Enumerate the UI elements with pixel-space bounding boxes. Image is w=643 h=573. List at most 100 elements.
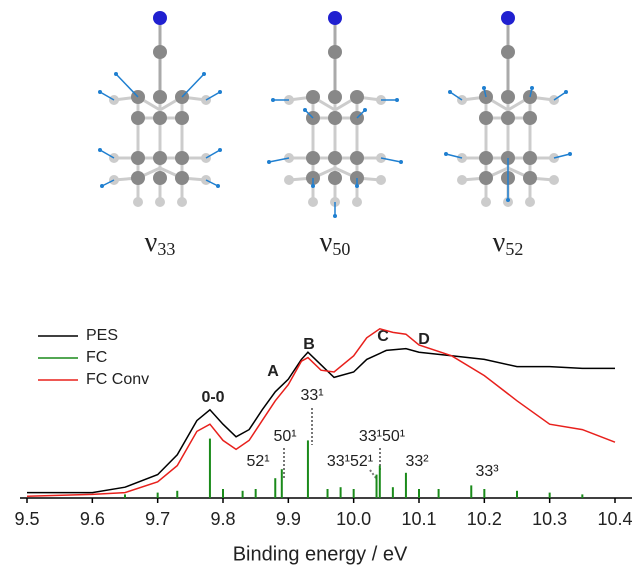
atom-c [350,90,364,104]
series-line [27,329,615,496]
arrow-head [114,72,118,76]
atom-h [376,175,386,185]
atom-c [175,171,189,185]
legend-label: FC Conv [86,371,149,388]
atom-c [175,151,189,165]
displacement-arrow [116,74,138,97]
mode-label: ν33 [145,227,176,259]
page: ν33 ν50 ν52 0-0 A B C D 33¹ 50¹ 52¹ 33¹5… [0,0,643,573]
atom-n [153,11,167,25]
arrow-head [202,72,206,76]
mode-subscript: 33 [157,239,175,259]
arrow-head [530,86,534,90]
arrow-head [311,184,315,188]
x-tick-label: 10.4 [597,509,632,529]
annotation: B [303,336,315,353]
arrow-head [363,108,367,112]
arrow-head [395,98,399,102]
atom-c [328,171,342,185]
arrow-head [98,90,102,94]
atom-c [501,90,515,104]
atom-h [549,175,559,185]
mode-label: ν52 [493,227,524,259]
annotation: 33¹52¹ [327,453,373,470]
mode-symbol: ν [320,227,333,258]
arrow-head [271,98,275,102]
atom-c [479,151,493,165]
molecule [98,11,222,207]
arrow-head [506,198,510,202]
x-tick-label: 10.3 [532,509,567,529]
atom-c [523,151,537,165]
atom-h [133,197,143,207]
atom-c [523,111,537,125]
atom-c [479,111,493,125]
atom-h [308,197,318,207]
annotation: 33¹50¹ [359,428,405,445]
arrow-head [267,160,271,164]
arrow-head [218,90,222,94]
x-tick-label: 10.0 [336,509,371,529]
atom-c [501,111,515,125]
mode-symbol: ν [493,227,506,258]
annotation: 33² [405,453,429,470]
arrow-head [98,148,102,152]
annotation: 0-0 [201,389,224,406]
mode-label: ν50 [320,227,351,259]
atom-n [501,11,515,25]
annotation: A [267,363,279,380]
atom-c [479,171,493,185]
leader [370,470,376,478]
atom-c [328,151,342,165]
x-axis-label: Binding energy / eV [233,543,408,565]
mode-subscript: 50 [332,239,350,259]
legend-label: PES [86,327,118,344]
mode-subscript: 52 [505,239,523,259]
annotation: 52¹ [246,453,269,470]
x-tick-label: 10.1 [401,509,436,529]
x-tick-label: 9.9 [276,509,301,529]
molecule-diagrams [98,11,572,218]
atom-c [306,90,320,104]
molecule [267,11,403,218]
mode-symbol: ν [145,227,158,258]
x-tick-label: 10.2 [467,509,502,529]
atom-c [306,151,320,165]
atom-c [131,171,145,185]
arrow-head [482,86,486,90]
atom-c [501,45,515,59]
atom-h [457,175,467,185]
atom-h [352,197,362,207]
arrow-head [564,90,568,94]
atom-c [131,111,145,125]
atom-c [153,171,167,185]
arrow-head [303,108,307,112]
atom-c [350,151,364,165]
x-tick-label: 9.7 [145,509,170,529]
atom-c [328,111,342,125]
atom-h [481,197,491,207]
atom-c [175,111,189,125]
arrow-head [100,184,104,188]
displacement-arrow [182,74,204,97]
legend-label: FC [86,349,107,366]
atom-h [155,197,165,207]
atom-c [153,90,167,104]
arrow-head [218,148,222,152]
x-tick-label: 9.8 [210,509,235,529]
atom-c [153,45,167,59]
annotation: 50¹ [273,428,296,445]
atom-h [525,197,535,207]
atom-h [284,175,294,185]
atom-c [523,171,537,185]
atom-c [328,90,342,104]
arrow-head [448,90,452,94]
atom-c [328,45,342,59]
atom-c [153,151,167,165]
annotation: 33³ [475,463,499,480]
arrow-head [355,184,359,188]
molecule [444,11,572,207]
arrow-head [568,152,572,156]
x-tick-label: 9.5 [14,509,39,529]
annotation: 33¹ [300,387,323,404]
